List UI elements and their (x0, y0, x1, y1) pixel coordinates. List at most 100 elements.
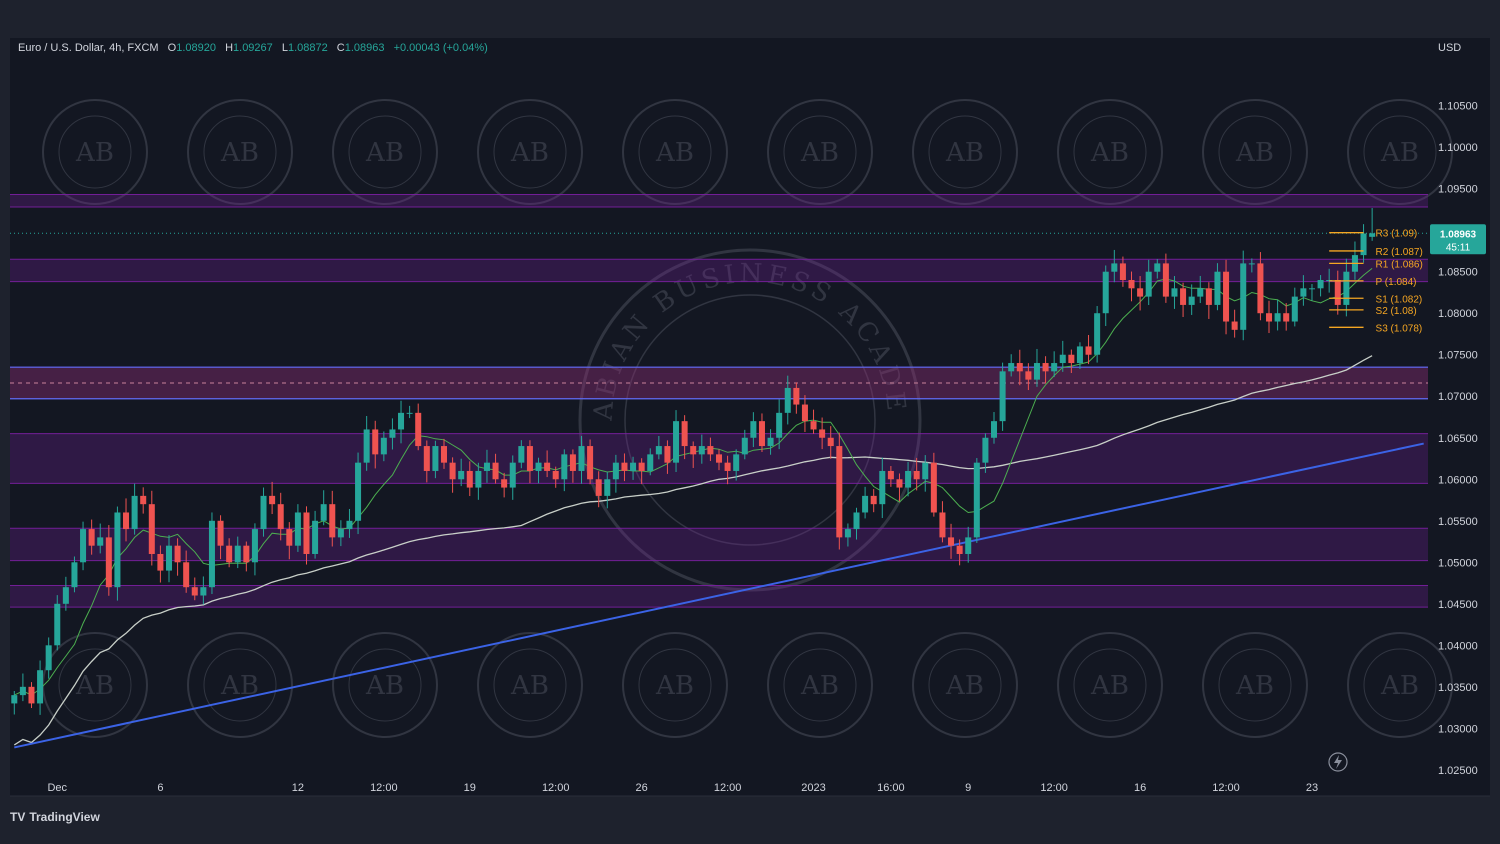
tradingview-brand[interactable]: TV TradingView (10, 810, 100, 824)
watermark-seal-icon (477, 99, 583, 205)
x-axis-tick-label: 12:00 (370, 782, 398, 794)
watermark-initials: AB (510, 671, 549, 701)
candle (621, 453, 628, 482)
candle-body (80, 529, 87, 563)
candle-body (1300, 288, 1307, 297)
lightning-bolt-icon[interactable] (1328, 752, 1348, 772)
watermark-initials: AB (1235, 671, 1274, 701)
candle-body (1145, 271, 1152, 297)
sr-zone-red-tint (10, 367, 1428, 399)
candle (784, 375, 791, 425)
watermark-seal-ring (1363, 648, 1437, 722)
sr-zone (10, 367, 1428, 399)
watermark-seal-ring (928, 115, 1002, 189)
candle (157, 545, 164, 583)
candle (990, 412, 998, 444)
candle (905, 461, 912, 497)
x-axis-tick-label: 12:00 (1040, 782, 1068, 794)
candle (853, 507, 860, 540)
candle (174, 538, 181, 576)
candle (1317, 275, 1324, 297)
candle (1137, 276, 1144, 311)
candle (578, 435, 585, 484)
candle-body (690, 446, 697, 455)
x-axis-tick-label: 12:00 (1212, 782, 1240, 794)
candle-body (887, 470, 894, 480)
tradingview-logo-icon: TV (10, 810, 26, 824)
candle-body (595, 479, 602, 496)
close-label: C (336, 42, 345, 54)
watermark-seal-ring (1073, 115, 1147, 189)
candle-body (492, 462, 499, 480)
candle (1266, 300, 1273, 334)
candle-body (312, 520, 319, 554)
candle-body (982, 437, 989, 463)
candle (449, 457, 456, 493)
x-axis-tick-label: 12:00 (714, 782, 742, 794)
candle (1205, 282, 1212, 319)
candle-body (1214, 271, 1221, 305)
candle (1042, 356, 1049, 384)
candle-body (286, 529, 293, 546)
candle-body (913, 470, 920, 480)
y-axis-tick-label: 1.08500 (1438, 267, 1478, 279)
candle (1334, 270, 1341, 315)
candle-body (174, 545, 181, 563)
candle (294, 504, 301, 552)
candle-body (587, 446, 594, 480)
high-value: 1.09267 (233, 42, 273, 54)
watermark-seal-ring (783, 648, 857, 722)
candle (1154, 259, 1161, 279)
watermark-seal-ring (1363, 115, 1437, 189)
candle (1008, 354, 1015, 377)
watermark-seal-icon (187, 99, 293, 205)
candle-body (569, 454, 576, 471)
candle-body (165, 545, 172, 571)
candle (630, 456, 637, 480)
candle-body (673, 421, 680, 463)
candle (741, 429, 748, 460)
candle (819, 417, 826, 450)
candle-body (234, 545, 241, 563)
candle (483, 449, 490, 483)
candle-body (243, 545, 250, 563)
candle-body (337, 529, 344, 538)
candle-body (1154, 263, 1161, 272)
candle (243, 541, 250, 572)
candle (363, 415, 370, 471)
pivot-level-label: R1 (1.086) (1376, 259, 1423, 270)
candle (389, 418, 396, 450)
candle (509, 455, 516, 500)
candle-body (1128, 280, 1135, 289)
candle-body (990, 421, 998, 438)
candle-body (1180, 288, 1187, 305)
open-label: O (167, 42, 177, 54)
candle-body (466, 470, 473, 488)
candle-body (415, 412, 422, 447)
candle-body (561, 454, 568, 480)
current-price-tag (1430, 224, 1486, 255)
y-axis-tick-label: 1.02500 (1438, 765, 1478, 777)
candle-body (148, 504, 155, 554)
close-value: 1.08963 (344, 42, 385, 54)
candle-body (1197, 288, 1204, 297)
candle-body (896, 479, 903, 488)
candle (673, 410, 680, 473)
watermark-seal-icon (332, 99, 438, 205)
watermark-initials: AB (1380, 671, 1419, 701)
candle-body (827, 437, 834, 447)
watermark-seal-icon (1202, 99, 1308, 205)
candle-body (226, 545, 233, 563)
watermark-initials: AB (1380, 138, 1419, 168)
candle (604, 471, 611, 509)
price-axis-pane (1428, 38, 1490, 796)
candle (690, 441, 697, 468)
candle-body (844, 529, 851, 538)
watermark-center-ring (624, 294, 876, 546)
candle-body (1343, 271, 1350, 305)
candle-body (389, 429, 396, 438)
candle (165, 535, 172, 583)
open-value: 1.08920 (176, 42, 216, 54)
candle-body (741, 437, 748, 455)
